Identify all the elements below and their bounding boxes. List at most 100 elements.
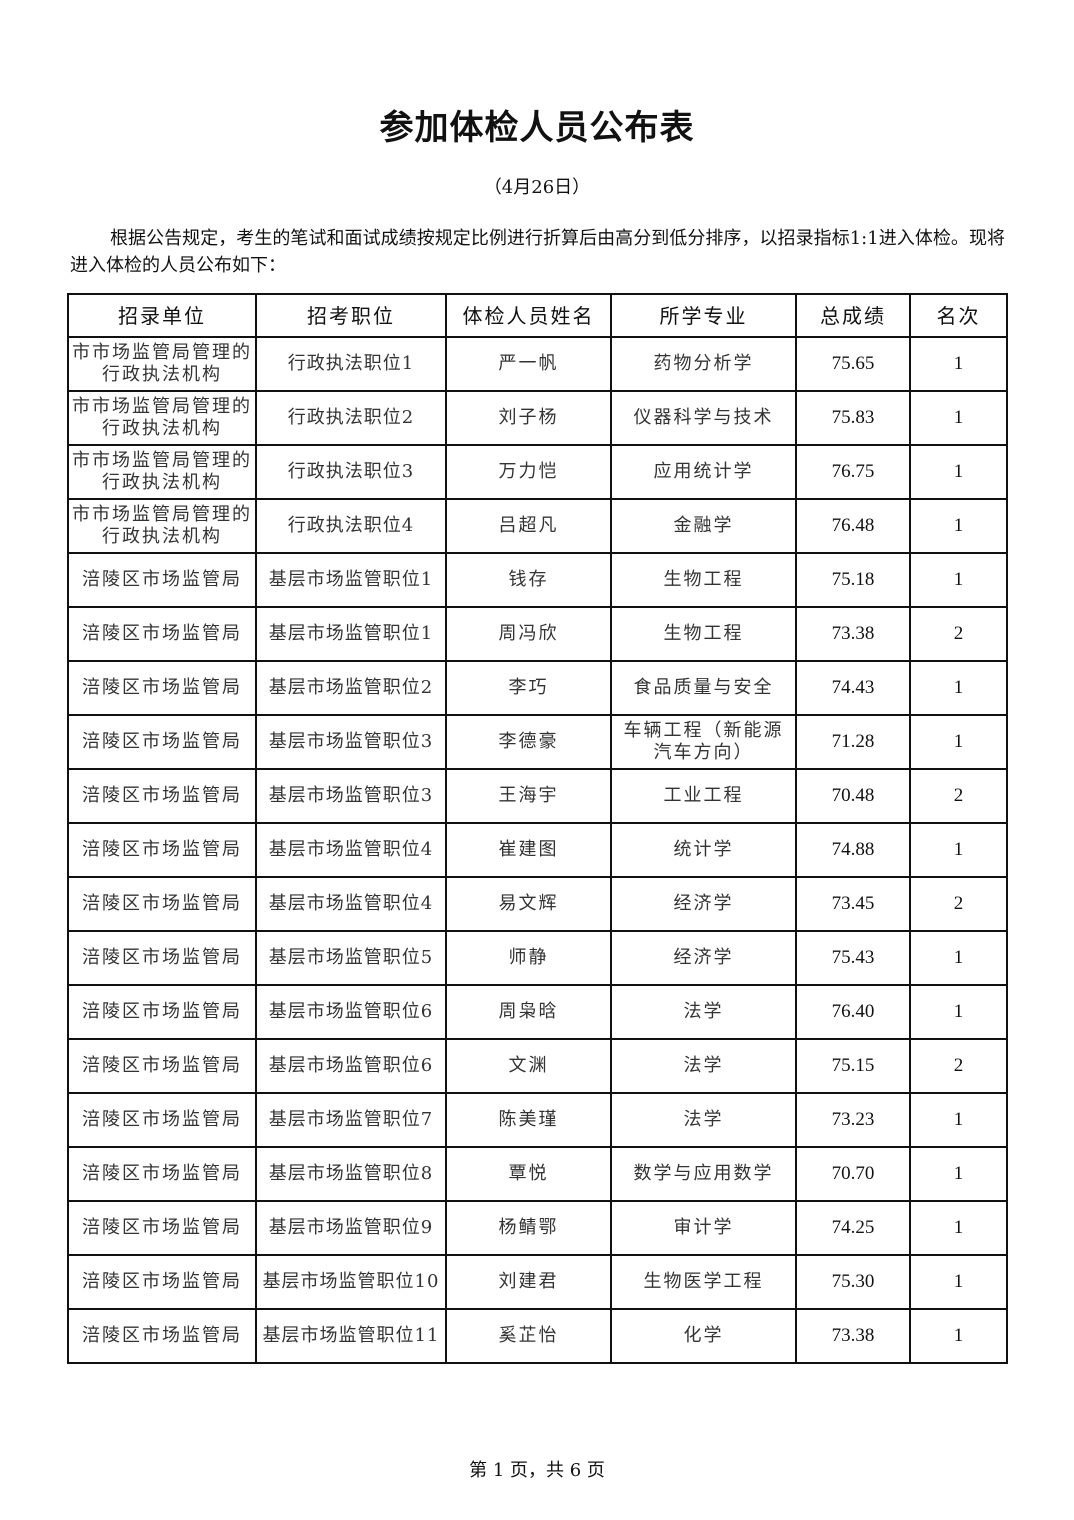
major-cell: 法学	[610, 1038, 797, 1094]
table-row: 涪陵区市场监管局 基层市场监管职位3 李德豪 车辆工程（新能源汽车方向） 71.28 1	[67, 714, 1008, 770]
date-subtitle: （4月26日）	[483, 177, 591, 198]
position-cell: 行政执法职位4	[255, 498, 447, 554]
major-cell: 化学	[610, 1308, 797, 1364]
table-row: 涪陵区市场监管局 基层市场监管职位1 钱存 生物工程 75.18 1	[67, 552, 1008, 608]
column-header: 招考职位	[255, 293, 447, 338]
position-cell: 基层市场监管职位10	[255, 1254, 447, 1310]
unit-cell: 涪陵区市场监管局	[67, 714, 257, 770]
table-row: 市市场监管局管理的行政执法机构 行政执法职位3 万力恺 应用统计学 76.75 1	[67, 444, 1008, 500]
position-cell: 基层市场监管职位1	[255, 606, 447, 662]
table-row: 涪陵区市场监管局 基层市场监管职位8 覃悦 数学与应用数学 70.70 1	[67, 1146, 1008, 1202]
table-row: 涪陵区市场监管局 基层市场监管职位9 杨鲭鄂 审计学 74.25 1	[67, 1200, 1008, 1256]
score-cell: 75.65	[795, 336, 911, 392]
major-cell: 应用统计学	[610, 444, 797, 500]
score-cell: 70.48	[795, 768, 911, 824]
name-cell: 李德豪	[445, 714, 612, 770]
name-cell: 覃悦	[445, 1146, 612, 1202]
score-cell: 74.43	[795, 660, 911, 716]
score-cell: 74.88	[795, 822, 911, 878]
table-row: 涪陵区市场监管局 基层市场监管职位6 文渊 法学 75.15 2	[67, 1038, 1008, 1094]
unit-cell: 市市场监管局管理的行政执法机构	[67, 498, 257, 554]
rank-cell: 1	[909, 1254, 1008, 1310]
table-row: 市市场监管局管理的行政执法机构 行政执法职位4 吕超凡 金融学 76.48 1	[67, 498, 1008, 554]
major-cell: 仪器科学与技术	[610, 390, 797, 446]
major-cell: 工业工程	[610, 768, 797, 824]
unit-cell: 涪陵区市场监管局	[67, 1038, 257, 1094]
table-row: 涪陵区市场监管局 基层市场监管职位7 陈美瑾 法学 73.23 1	[67, 1092, 1008, 1148]
position-cell: 基层市场监管职位9	[255, 1200, 447, 1256]
name-cell: 周枭晗	[445, 984, 612, 1040]
major-cell: 审计学	[610, 1200, 797, 1256]
score-cell: 73.45	[795, 876, 911, 932]
medical-exam-table: 招录单位 招考职位 体检人员姓名 所学专业 总成绩 名次 市市场监管局管理的行政执法机构行…	[67, 293, 1008, 1364]
score-cell: 71.28	[795, 714, 911, 770]
score-cell: 73.23	[795, 1092, 911, 1148]
position-cell: 基层市场监管职位1	[255, 552, 447, 608]
rank-cell: 1	[909, 930, 1008, 986]
page-number: 第 1 页，共 6 页	[469, 1460, 605, 1481]
score-cell: 75.43	[795, 930, 911, 986]
table-row: 涪陵区市场监管局 基层市场监管职位5 师静 经济学 75.43 1	[67, 930, 1008, 986]
position-cell: 基层市场监管职位5	[255, 930, 447, 986]
rank-cell: 1	[909, 444, 1008, 500]
major-cell: 数学与应用数学	[610, 1146, 797, 1202]
name-cell: 奚芷怡	[445, 1308, 612, 1364]
rank-cell: 1	[909, 1146, 1008, 1202]
position-cell: 基层市场监管职位4	[255, 822, 447, 878]
position-cell: 行政执法职位1	[255, 336, 447, 392]
unit-cell: 涪陵区市场监管局	[67, 876, 257, 932]
unit-cell: 涪陵区市场监管局	[67, 552, 257, 608]
rank-cell: 1	[909, 1308, 1008, 1364]
name-cell: 刘子杨	[445, 390, 612, 446]
column-header: 总成绩	[795, 293, 911, 338]
score-cell: 75.83	[795, 390, 911, 446]
name-cell: 刘建君	[445, 1254, 612, 1310]
unit-cell: 涪陵区市场监管局	[67, 1254, 257, 1310]
rank-cell: 1	[909, 1092, 1008, 1148]
score-cell: 76.48	[795, 498, 911, 554]
name-cell: 崔建图	[445, 822, 612, 878]
table-row: 涪陵区市场监管局 基层市场监管职位1 周冯欣 生物工程 73.38 2	[67, 606, 1008, 662]
major-cell: 法学	[610, 984, 797, 1040]
major-cell: 车辆工程（新能源汽车方向）	[610, 714, 797, 770]
rank-cell: 1	[909, 336, 1008, 392]
unit-cell: 涪陵区市场监管局	[67, 660, 257, 716]
rank-cell: 2	[909, 876, 1008, 932]
score-cell: 73.38	[795, 606, 911, 662]
column-header: 所学专业	[610, 293, 797, 338]
major-cell: 药物分析学	[610, 336, 797, 392]
position-cell: 基层市场监管职位3	[255, 714, 447, 770]
name-cell: 陈美瑾	[445, 1092, 612, 1148]
rank-cell: 1	[909, 390, 1008, 446]
position-cell: 行政执法职位3	[255, 444, 447, 500]
table-row: 涪陵区市场监管局 基层市场监管职位11 奚芷怡 化学 73.38 1	[67, 1308, 1008, 1364]
major-cell: 经济学	[610, 876, 797, 932]
score-cell: 75.30	[795, 1254, 911, 1310]
column-header: 招录单位	[67, 293, 257, 338]
position-cell: 基层市场监管职位6	[255, 984, 447, 1040]
table-row: 涪陵区市场监管局 基层市场监管职位4 易文辉 经济学 73.45 2	[67, 876, 1008, 932]
column-header: 体检人员姓名	[445, 293, 612, 338]
table-row: 涪陵区市场监管局 基层市场监管职位10 刘建君 生物医学工程 75.30 1	[67, 1254, 1008, 1310]
score-cell: 70.70	[795, 1146, 911, 1202]
name-cell: 杨鲭鄂	[445, 1200, 612, 1256]
unit-cell: 涪陵区市场监管局	[67, 984, 257, 1040]
name-cell: 万力恺	[445, 444, 612, 500]
score-cell: 76.75	[795, 444, 911, 500]
major-cell: 食品质量与安全	[610, 660, 797, 716]
major-cell: 法学	[610, 1092, 797, 1148]
name-cell: 吕超凡	[445, 498, 612, 554]
major-cell: 经济学	[610, 930, 797, 986]
name-cell: 周冯欣	[445, 606, 612, 662]
score-cell: 75.15	[795, 1038, 911, 1094]
rank-cell: 2	[909, 606, 1008, 662]
score-cell: 73.38	[795, 1308, 911, 1364]
table-row: 市市场监管局管理的行政执法机构 行政执法职位1 严一帆 药物分析学 75.65 1	[67, 336, 1008, 392]
position-cell: 基层市场监管职位4	[255, 876, 447, 932]
position-cell: 基层市场监管职位2	[255, 660, 447, 716]
name-cell: 文渊	[445, 1038, 612, 1094]
unit-cell: 涪陵区市场监管局	[67, 822, 257, 878]
rank-cell: 1	[909, 498, 1008, 554]
unit-cell: 涪陵区市场监管局	[67, 768, 257, 824]
